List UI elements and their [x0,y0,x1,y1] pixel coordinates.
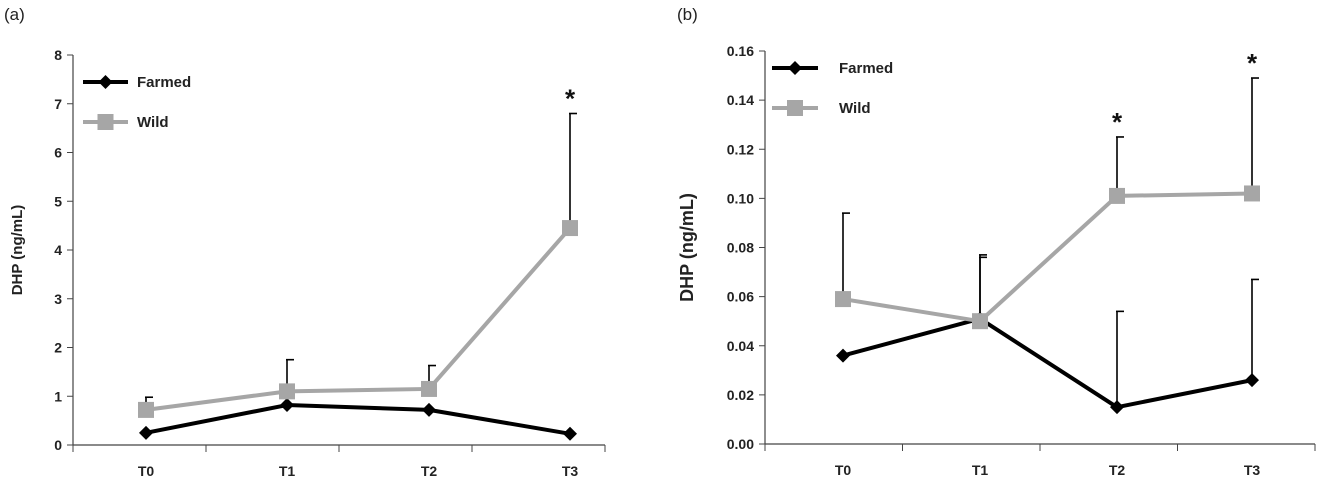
panel-b-legend-farmed-label: Farmed [839,60,893,77]
panel-b-legend-wild-label: Wild [839,100,871,117]
panel-b-x-tick-label: T0 [835,462,852,478]
panel-a-legend-wild-marker [97,114,114,130]
panel-a-farmed-point [139,425,153,440]
panel-b-legend-farmed-marker [788,61,802,75]
panel-a-y-tick-label: 1 [54,388,62,404]
panel-a-y-tick-label: 5 [54,193,62,209]
panel-a-y-axis-title: DHP (ng/mL) [9,205,26,296]
panel-b-x-tick-label: T2 [1109,462,1126,478]
panel-a-farmed-series-line [145,403,571,436]
panel-a-y-tick-label: 4 [54,242,62,258]
panel-a-x-tick-label: T3 [562,463,579,479]
panel-a-legend-wild-label: Wild [137,114,169,131]
panel-b-y-tick-label: 0.12 [727,141,754,157]
panel-b-y-tick-label: 0.00 [727,436,754,452]
panel-b-y-tick-label: 0.02 [727,387,754,403]
panel-a-y-tick-label: 2 [54,340,62,356]
panel-b-wild-point [1244,185,1260,202]
panel-a-y-tick-label: 6 [54,145,62,161]
panel-a-legend-farmed-marker [98,75,113,89]
panel-a-legend-farmed-label: Farmed [137,74,191,91]
panel-a-x-tick-label: T2 [421,463,438,479]
panel-b-y-tick-label: 0.16 [727,43,754,59]
panel-b-y-tick-label: 0.14 [727,92,754,108]
panel-a-wild-point [421,380,437,397]
panel-a-wild-series-line [145,226,572,412]
panel-b-farmed-point [1110,400,1124,415]
panel-a-farmed-point [563,426,577,441]
panel-b-farmed-series-line [842,316,1253,410]
panel-a-wild-point [138,401,154,418]
panel-b-y-tick-label: 0.08 [727,240,754,256]
panel-a-y-tick-label: 0 [54,437,62,453]
panel-b-wild-point [972,313,988,330]
panel-a-y-tick-label: 8 [54,47,62,63]
panel-a-legend: Farmed Wild [83,74,191,131]
panel-b-legend: Farmed Wild [772,60,893,117]
panel-a-y-tick-label: 7 [54,96,62,112]
panel-a-farmed-point [422,402,436,417]
panel-b-wild-point [1109,187,1125,204]
panel-a-farmed-point [280,398,294,413]
panel-b-label: (b) [677,5,698,24]
panel-b-y-tick-label: 0.04 [727,338,754,354]
panel-b-farmed-point [836,348,850,363]
panel-a: (a) 0 1 2 3 4 5 6 7 8 T0 T1 T2 T3 DHP (ng/mL) * Farmed Wi… [4,5,606,479]
panel-b: (b) 0.00 0.02 0.04 0.06 0.08 0.10 0.12 0.14 0.16 T… [677,5,1316,478]
panel-b-significance-marker: * [1112,107,1123,137]
panel-b-wild-series-line [842,191,1253,324]
panel-a-wild-point [279,383,295,400]
panel-b-significance-marker: * [1247,48,1258,78]
panel-a-y-tick-label: 3 [54,291,62,307]
panel-b-legend-wild-marker [787,100,803,116]
panel-a-label: (a) [4,5,25,24]
panel-b-y-tick-label: 0.06 [727,289,754,305]
panel-b-x-tick-label: T1 [972,462,989,478]
panel-b-y-axis-title: DHP (ng/mL) [677,193,697,302]
panel-a-x-tick-label: T1 [279,463,296,479]
panel-b-farmed-point [1245,373,1259,388]
panel-b-x-tick-label: T3 [1244,462,1261,478]
panel-a-significance-marker: * [565,84,576,114]
panel-b-wild-point [835,291,851,308]
panel-a-x-tick-label: T0 [138,463,155,479]
panel-a-wild-point [562,220,578,237]
panel-b-y-tick-label: 0.10 [727,190,754,206]
